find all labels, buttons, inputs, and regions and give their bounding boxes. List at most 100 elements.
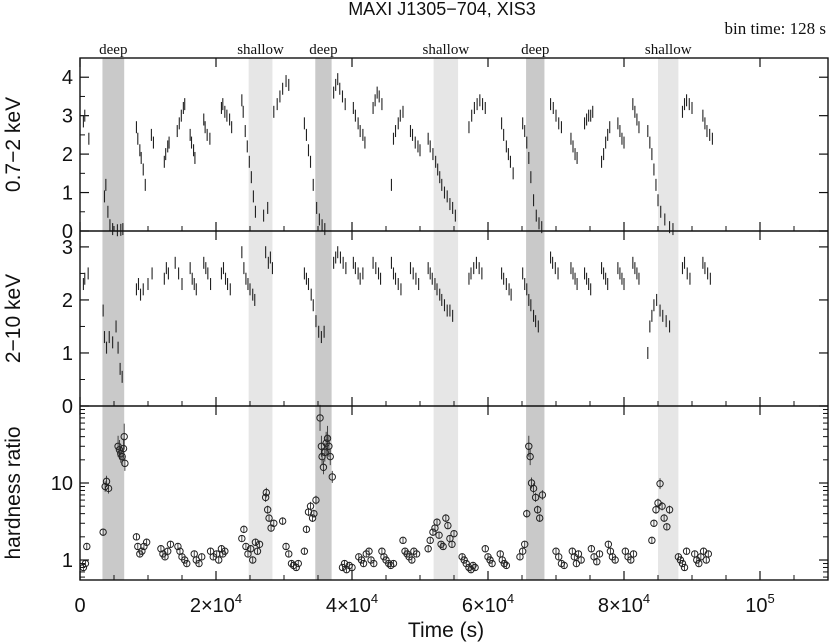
panel-3: 1 10 hardness ratio [2,404,828,578]
data-point [433,518,441,526]
x-tick-label-exponent: 5 [768,591,775,606]
data-point [121,459,129,468]
data-point [174,542,182,551]
data-point [357,556,366,564]
data-point [448,540,456,548]
chart-title: MAXI J1305−704, XIS3 [348,0,536,19]
data-point [450,529,458,538]
panel-2: 0 1 2 3 2−10 keV [2,237,828,418]
dip-band-deep [315,58,332,580]
data-point [682,547,691,555]
data-point [648,536,656,545]
x-axis: 0 2×104 4×104 6×104 8×104 105 [74,58,795,617]
data-point [435,531,443,539]
data-point [531,493,540,502]
data-point [399,536,407,545]
y-tick-label: 1 [62,343,73,365]
data-point [611,556,619,564]
data-point [261,493,270,502]
data-point [338,563,347,572]
data-point [535,514,544,522]
data-point [498,556,506,564]
x-tick-label-base: 0 [74,595,85,617]
x-tick-label-exponent: 4 [371,591,378,606]
data-point [577,556,585,564]
data-point [164,547,172,555]
data-point [306,502,315,510]
data-point [270,519,278,527]
x-tick-label-exponent: 4 [507,591,514,606]
data-point [102,477,111,486]
data-point [665,506,674,514]
x-tick-label-base: 2×10 [190,595,235,617]
y-tick-label: 0 [62,221,73,243]
data-point [242,542,250,551]
data-point [323,434,332,443]
data-point [104,484,113,493]
data-point [183,559,191,568]
data-point [246,545,255,553]
data-point [198,553,206,561]
data-point [460,556,468,564]
x-tick-label-base: 10 [745,595,767,617]
data-point [486,556,494,564]
y-tick-label: 3 [62,237,73,259]
data-point [587,545,596,553]
data-point [195,559,203,568]
data-point [444,521,452,530]
data-point [695,559,703,568]
dip-band-shallow [658,58,679,580]
data-point [292,563,300,572]
data-point [120,432,128,441]
data-point [316,414,324,422]
data-point [704,550,713,558]
data-point [481,545,489,553]
data-point [518,547,527,555]
y-axis-label: 2−10 keV [2,274,25,363]
data-point [424,545,432,553]
data-point [595,550,604,558]
data-point [138,547,146,555]
data-point [308,514,317,522]
dip-label: shallow [423,42,470,58]
data-point [663,523,671,531]
data-point [555,553,563,561]
data-point [265,514,273,522]
y-axis-label: 0.7−2 keV [2,97,25,192]
data-point [251,538,260,546]
data-point [525,442,533,450]
data-point [319,463,328,471]
data-point [488,559,496,568]
data-point [502,561,511,570]
x-tick-label: 105 [745,591,774,617]
data-point [166,540,175,548]
y-tick-label: 2 [62,144,73,166]
panel-1: 0 1 2 3 4 0.7−2 keV [2,57,828,243]
data-point [574,550,583,558]
data-point [255,540,264,548]
data-point [142,538,151,546]
data-point [660,514,668,522]
data-point [676,556,685,564]
data-point [656,479,664,488]
y-tick-label: 4 [62,67,73,89]
dip-label: shallow [237,42,284,58]
data-point [370,559,378,568]
y-tick-label: 2 [62,290,73,312]
x-tick-label-base: 8×10 [598,595,643,617]
data-point [348,563,356,572]
data-point [262,488,271,497]
data-point [365,547,373,555]
data-point [119,444,128,453]
x-tick-label-base: 6×10 [462,595,507,617]
data-point [593,558,601,566]
dip-label: deep [99,42,127,58]
data-point [278,517,287,525]
dip-band-shallow [248,58,273,580]
data-point [282,542,290,551]
data-point [215,556,223,564]
data-point [408,556,416,564]
data-point [538,491,547,499]
data-point [294,559,302,568]
